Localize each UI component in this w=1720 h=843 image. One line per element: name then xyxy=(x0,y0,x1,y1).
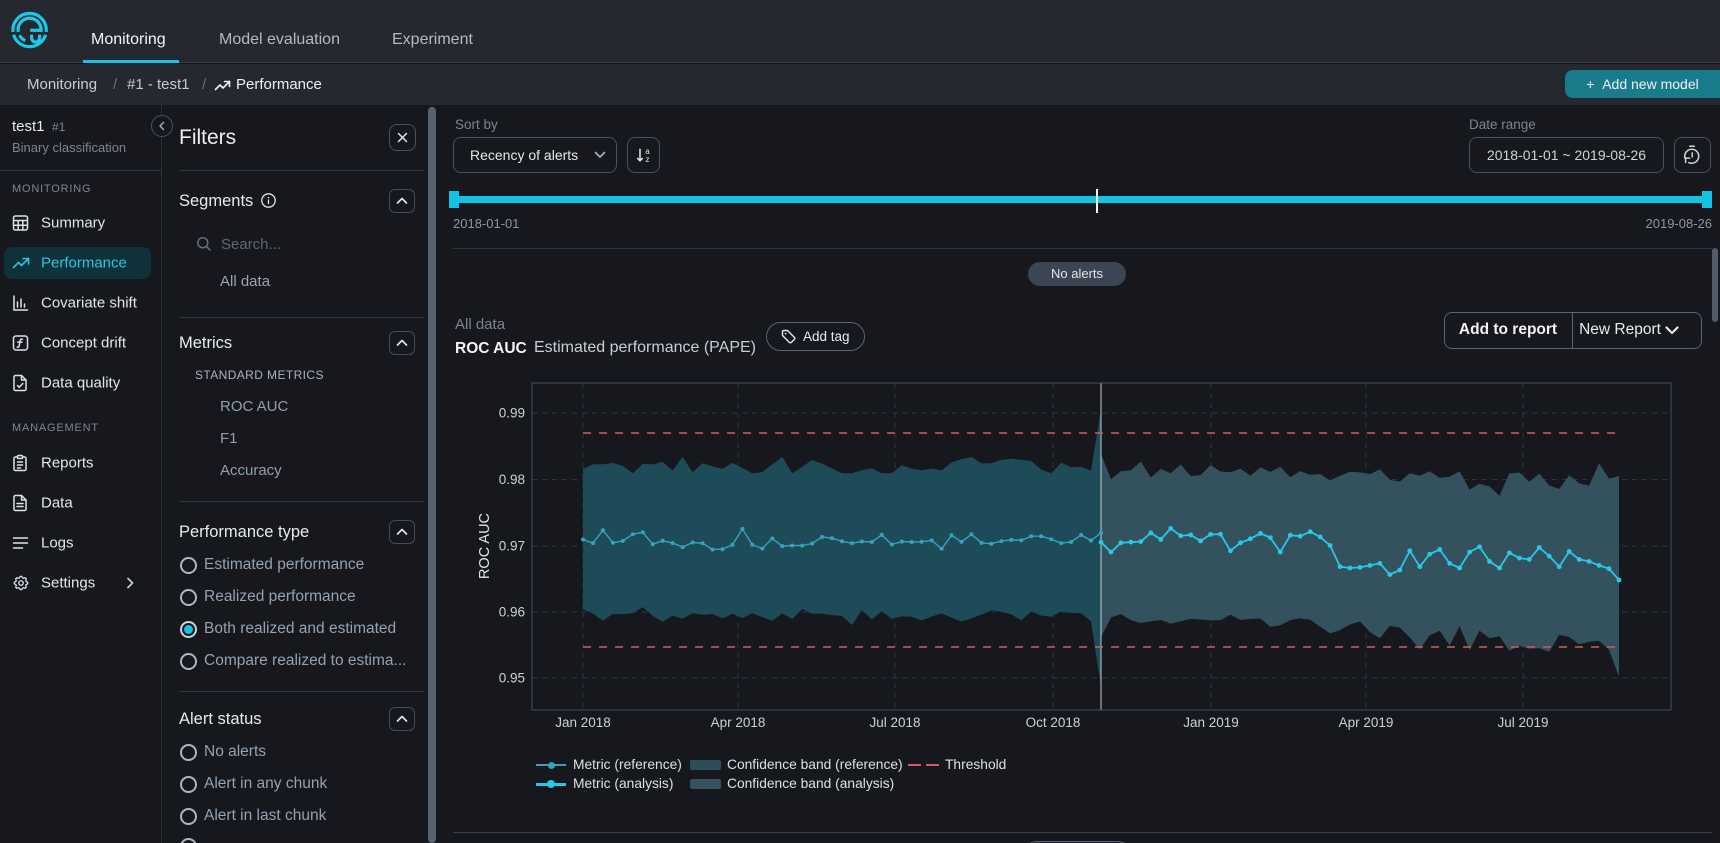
svg-text:0.99: 0.99 xyxy=(499,406,525,421)
svg-text:a: a xyxy=(645,147,650,156)
svg-text:ROC AUC: ROC AUC xyxy=(477,513,493,579)
svg-text:0.96: 0.96 xyxy=(499,605,525,620)
svg-text:0.95: 0.95 xyxy=(499,671,525,686)
svg-text:Oct 2018: Oct 2018 xyxy=(1026,715,1081,730)
svg-text:z: z xyxy=(646,155,650,164)
svg-text:Apr 2019: Apr 2019 xyxy=(1339,715,1394,730)
svg-text:Jan 2019: Jan 2019 xyxy=(1183,715,1239,730)
svg-text:0.97: 0.97 xyxy=(499,539,525,554)
svg-text:0.98: 0.98 xyxy=(499,472,525,487)
svg-text:Jul 2019: Jul 2019 xyxy=(1497,715,1548,730)
svg-text:Jan 2018: Jan 2018 xyxy=(555,715,611,730)
svg-text:Apr 2018: Apr 2018 xyxy=(711,715,766,730)
svg-text:Jul 2018: Jul 2018 xyxy=(869,715,920,730)
